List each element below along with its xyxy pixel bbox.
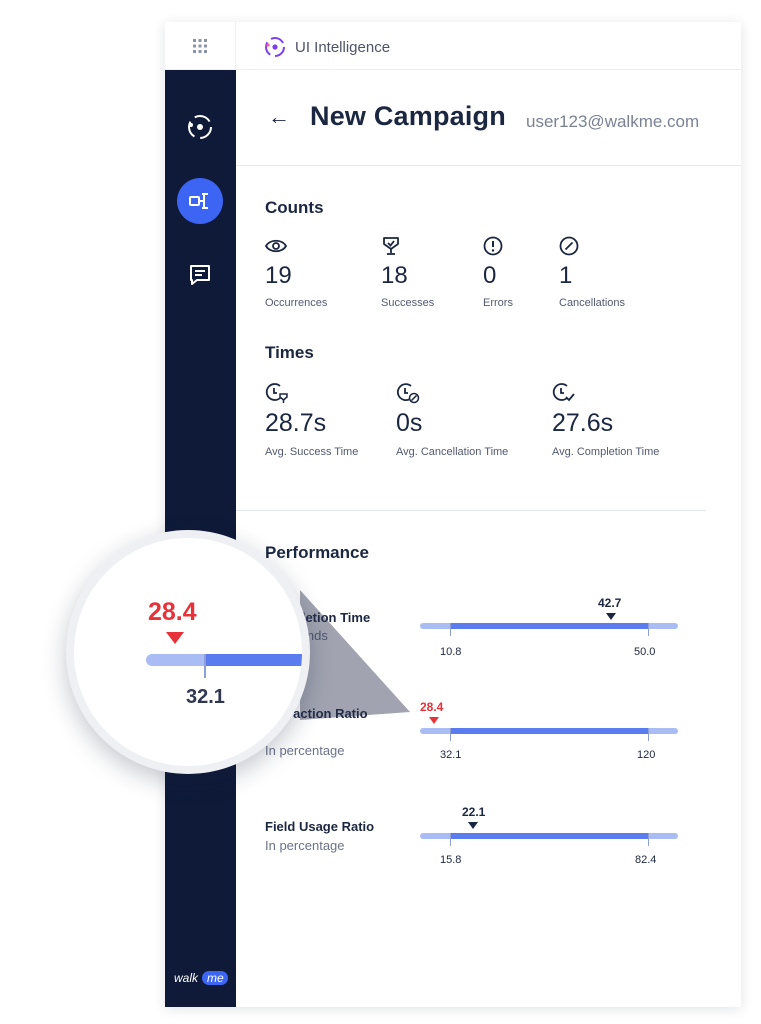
metric-marker: [429, 717, 439, 724]
stat-label: Cancellations: [559, 297, 626, 310]
bar-min-tick: [450, 623, 451, 636]
stat-label: Avg. Completion Time: [552, 445, 660, 458]
magnifier-marker: [166, 632, 184, 644]
performance-title: Performance: [265, 543, 369, 562]
metric-marker: [468, 822, 478, 829]
metric-subtitle: In percentage: [265, 743, 345, 758]
bar-max-tick: [648, 728, 649, 741]
cancel-icon: [559, 236, 579, 256]
stat-errors: 0 Errors: [483, 235, 513, 309]
ui-intelligence-logo-icon: [265, 37, 285, 57]
app-title: UI Intelligence: [263, 35, 390, 59]
stat-value: 28.7s: [265, 409, 327, 437]
page-title: New Campaign: [310, 101, 506, 131]
magnifier-bar-range: [204, 654, 302, 666]
magnifier-tick: [204, 654, 206, 678]
metric-subtitle: In percentage: [265, 838, 345, 853]
metric-range-bar: [420, 623, 678, 636]
section-divider: [236, 510, 706, 511]
bar-range: [450, 728, 648, 734]
svg-text:me: me: [207, 971, 224, 985]
metric-min-label: 10.8: [440, 646, 462, 658]
app-window: UI Intelligence: [165, 22, 741, 1007]
trophy-icon: [383, 237, 399, 255]
stat-label: Errors: [483, 297, 513, 310]
user-email: user123@walkme.com: [526, 112, 700, 131]
times-title: Times: [265, 343, 314, 362]
magnifier-value: 28.4: [148, 598, 197, 626]
bar-min-tick: [450, 833, 451, 846]
bar-range: [450, 623, 648, 629]
metric-marker-value: 28.4: [420, 700, 444, 714]
stat-avg-completion-time: 27.6s Avg. Completion Time: [552, 382, 659, 458]
chat-icon: [190, 265, 210, 285]
metric-marker-value: 22.1: [462, 805, 486, 819]
stat-occurrences: 19 Occurrences: [265, 235, 327, 309]
stat-value: 19: [265, 262, 292, 289]
clock-success-icon: [265, 383, 288, 403]
eye-icon: [265, 239, 287, 253]
walkme-logo-icon: walk me: [174, 971, 228, 985]
metric-range-bar: [420, 833, 678, 846]
back-button[interactable]: ←: [268, 104, 290, 129]
bar-max-tick: [648, 623, 649, 636]
metric-max-label: 50.0: [634, 646, 656, 658]
top-bar: UI Intelligence: [165, 22, 741, 70]
stat-avg-cancellation-time: 0s Avg. Cancellation Time: [396, 382, 508, 458]
magnifier-callout: 28.4 32.1: [66, 530, 310, 774]
sidebar-item-funnels[interactable]: [177, 178, 223, 224]
metric-max-label: 82.4: [635, 854, 657, 866]
stat-avg-success-time: 28.7s Avg. Success Time: [265, 382, 358, 458]
counts-title: Counts: [265, 198, 324, 217]
magnifier-tick-label: 32.1: [186, 686, 225, 708]
flow-icon: [189, 193, 208, 209]
stat-label: Avg. Cancellation Time: [396, 445, 509, 458]
metric-range-bar: [420, 728, 678, 741]
stat-label: Avg. Success Time: [265, 445, 359, 458]
metric-marker: [606, 613, 616, 620]
bar-max-tick: [648, 833, 649, 846]
insights-icon: [188, 115, 212, 139]
app-name: UI Intelligence: [295, 38, 391, 56]
metric-max-label: 120: [637, 749, 656, 761]
page-header: ← New Campaign user123@walkme.com: [236, 70, 741, 166]
stat-value: 0: [483, 262, 497, 289]
clock-cancel-icon: [396, 383, 420, 404]
sidebar-item-feedback[interactable]: [177, 252, 223, 298]
sidebar-item-insights[interactable]: [177, 104, 223, 150]
bar-min-tick: [450, 728, 451, 741]
stat-successes: 18 Successes: [381, 235, 434, 309]
bar-range: [450, 833, 648, 839]
error-icon: [483, 236, 503, 256]
stat-label: Occurrences: [265, 297, 328, 310]
stat-value: 18: [381, 262, 408, 289]
stat-value: 0s: [396, 409, 423, 437]
svg-text:walk: walk: [174, 971, 199, 985]
stat-value: 1: [559, 262, 573, 289]
stat-label: Successes: [381, 297, 435, 310]
clock-check-icon: [552, 383, 575, 402]
stat-cancellations: 1 Cancellations: [559, 235, 625, 309]
app-launcher-button[interactable]: [165, 22, 236, 70]
walkme-logo: walk me: [171, 969, 231, 987]
metric-min-label: 32.1: [440, 749, 462, 761]
stat-value: 27.6s: [552, 409, 614, 437]
metric-marker-value: 42.7: [598, 596, 622, 610]
apps-grid-icon: [193, 39, 207, 53]
metric-name: Field Usage Ratio: [265, 819, 375, 834]
metric-min-label: 15.8: [440, 854, 462, 866]
